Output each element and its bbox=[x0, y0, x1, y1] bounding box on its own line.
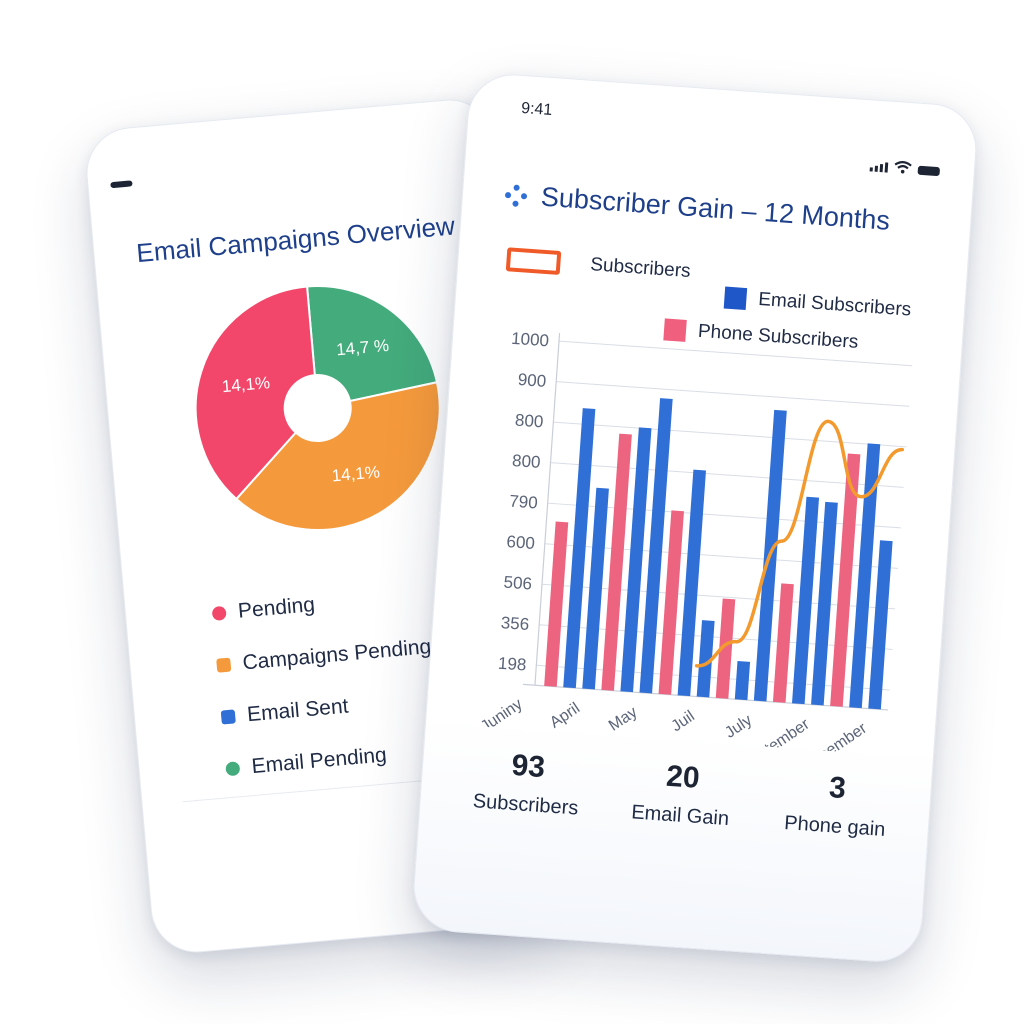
pie-slice-2 bbox=[194, 285, 319, 501]
legend-label: Pending bbox=[237, 593, 316, 623]
email-bar bbox=[868, 540, 893, 710]
email-bar bbox=[696, 620, 715, 698]
legend-label: Email Pending bbox=[250, 743, 388, 779]
pie-slice-label: 14,1% bbox=[331, 462, 381, 485]
email-bar bbox=[677, 469, 706, 697]
x-tick-label: Juniny bbox=[478, 696, 526, 736]
y-tick-label: 356 bbox=[500, 613, 530, 634]
battery-icon bbox=[917, 165, 941, 177]
y-tick-label: 900 bbox=[517, 370, 547, 391]
email-bar bbox=[582, 487, 609, 690]
campaign-pie-chart: 14,7 % 14,1% 14,1% bbox=[194, 285, 441, 532]
email-bar bbox=[620, 427, 652, 693]
legend-label: Campaigns Pending bbox=[241, 635, 433, 675]
email-bar bbox=[792, 496, 820, 705]
subscribers-trend-line bbox=[694, 419, 905, 668]
chart-header: Subscriber Gain – 12 Months bbox=[502, 179, 891, 237]
status-time: 9:41 bbox=[520, 99, 553, 120]
phone-bar bbox=[830, 453, 861, 707]
legend-swatch-icon bbox=[225, 761, 241, 777]
legend-swatch-icon bbox=[723, 286, 748, 311]
page-title: Subscriber Gain – 12 Months bbox=[540, 181, 891, 236]
x-tick-label: July bbox=[722, 712, 755, 742]
phone-bar bbox=[601, 433, 632, 691]
legend-label: Email Subscribers bbox=[757, 288, 912, 321]
email-bar bbox=[639, 398, 673, 694]
legend-item-subscribers[interactable]: Subscribers bbox=[505, 247, 692, 284]
y-tick-label: 790 bbox=[509, 492, 539, 513]
gridline bbox=[550, 462, 904, 488]
pie-slice-0 bbox=[305, 285, 439, 410]
stat-phone-gain: 3 Phone gain bbox=[759, 766, 913, 843]
pie-slice-label: 14,7 % bbox=[335, 336, 389, 360]
status-icons bbox=[869, 158, 941, 177]
y-axis bbox=[534, 333, 561, 686]
stat-label: Email Gain bbox=[630, 801, 730, 831]
gridline bbox=[558, 340, 913, 367]
stat-value: 20 bbox=[665, 759, 701, 795]
pie-legend: Pending Campaigns Pending Email Sent Ema… bbox=[210, 569, 442, 795]
pie-slice-1 bbox=[234, 381, 441, 532]
phone-bar bbox=[715, 598, 736, 699]
wifi-icon bbox=[894, 161, 912, 174]
campaigns-phone: Email Campaigns Overview 14,7 % 14,1% 14,1… bbox=[82, 95, 564, 957]
x-tick-label: December bbox=[799, 719, 870, 756]
phone-bar bbox=[658, 510, 684, 695]
subscriber-bar-chart: 1000 900 800 800 790 600 506 356 198 Juniny April M… bbox=[478, 329, 913, 757]
x-tick-label: April bbox=[547, 700, 583, 732]
legend-swatch-icon bbox=[211, 605, 227, 621]
legend-label: Subscribers bbox=[589, 254, 692, 283]
legend-swatch-icon bbox=[216, 657, 232, 673]
gridline bbox=[556, 381, 910, 407]
legend-swatch-icon bbox=[505, 247, 562, 275]
email-bar bbox=[734, 660, 751, 701]
y-tick-label: 1000 bbox=[511, 329, 550, 351]
gridline bbox=[553, 421, 907, 448]
stat-value: 3 bbox=[828, 771, 847, 806]
subscriber-phone: 9:41 Subscriber Gain – 12 Months Subscri… bbox=[410, 71, 980, 965]
email-bar bbox=[849, 443, 881, 709]
stat-label: Phone gain bbox=[783, 812, 887, 842]
status-bar-indicator bbox=[110, 180, 133, 189]
phone-bar bbox=[772, 583, 794, 703]
page-title: Email Campaigns Overview bbox=[135, 210, 456, 269]
y-tick-label: 800 bbox=[514, 410, 544, 431]
phone-bar bbox=[544, 521, 569, 687]
x-tick-label: Juil bbox=[668, 708, 697, 736]
y-tick-label: 800 bbox=[512, 451, 542, 472]
stats-row: 93 Subscribers 20 Email Gain 3 Phone gai… bbox=[450, 745, 914, 844]
dots-icon bbox=[505, 184, 528, 207]
signal-icon bbox=[869, 161, 889, 173]
y-tick-label: 506 bbox=[503, 573, 533, 594]
legend-item-email-subscribers[interactable]: Email Subscribers bbox=[723, 286, 912, 322]
email-bar bbox=[811, 501, 838, 706]
legend-label: Email Sent bbox=[246, 694, 350, 727]
stat-label: Subscribers bbox=[472, 790, 580, 820]
stat-email-gain: 20 Email Gain bbox=[605, 756, 759, 833]
legend-swatch-icon bbox=[220, 709, 236, 725]
x-tick-label: May bbox=[606, 704, 641, 735]
pie-slice-label: 14,1% bbox=[221, 373, 271, 396]
stat-value: 93 bbox=[510, 748, 547, 785]
pie-center-hole bbox=[283, 374, 352, 443]
y-tick-label: 600 bbox=[506, 532, 536, 553]
y-tick-label: 198 bbox=[497, 654, 527, 675]
email-bar bbox=[563, 408, 596, 689]
stat-subscribers: 93 Subscribers bbox=[450, 745, 604, 822]
